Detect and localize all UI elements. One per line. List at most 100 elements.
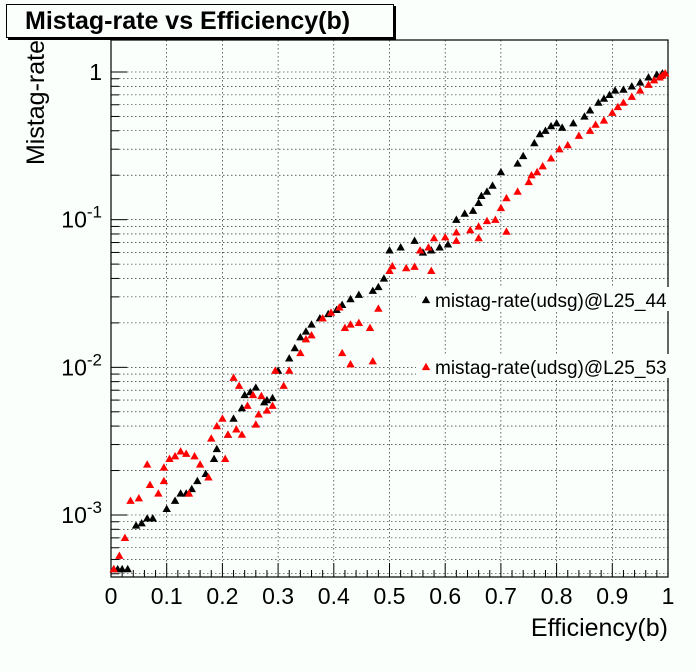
data-point-series-2	[326, 308, 336, 316]
data-point-series-1	[474, 198, 483, 206]
data-point-series-2	[388, 261, 397, 270]
y-tick-label: 10-2	[61, 350, 102, 380]
data-point-series-2	[374, 304, 383, 312]
data-point-series-1	[605, 90, 614, 99]
legend-bg	[416, 287, 696, 311]
data-point-series-1	[212, 444, 222, 453]
data-point-series-1	[585, 106, 595, 114]
data-point-series-1	[209, 454, 219, 463]
data-point-series-2	[229, 373, 238, 381]
data-point-series-2	[337, 348, 347, 357]
data-point-series-2	[134, 493, 144, 502]
data-point-series-2	[154, 489, 163, 497]
data-point-series-2	[318, 314, 327, 322]
data-point-series-2	[608, 108, 617, 116]
y-tick-label: 1	[89, 59, 102, 85]
data-point-series-1	[435, 243, 444, 251]
data-point-series-2	[452, 228, 461, 236]
data-point-series-2	[181, 449, 191, 457]
data-point-series-1	[170, 496, 180, 504]
data-point-series-1	[162, 504, 171, 513]
x-tick-labels: 0 0.1 0.2 0.3 0.4 0.5 0.6 0.7 0.8 0.9 1	[105, 583, 675, 609]
data-point-series-2	[262, 406, 272, 414]
data-point-series-2	[429, 233, 439, 242]
data-point-series-2	[513, 187, 522, 195]
data-point-series-2	[496, 203, 506, 212]
data-point-series-1	[552, 119, 561, 127]
data-point-series-1	[285, 354, 294, 362]
data-point-series-2	[165, 454, 174, 463]
data-point-series-2	[524, 177, 533, 186]
data-point-series-1	[452, 215, 461, 223]
data-point-series-2	[591, 120, 600, 128]
data-point-series-2	[585, 126, 595, 134]
data-point-series-2	[402, 263, 411, 272]
data-point-series-1	[460, 209, 469, 217]
data-point-series-2	[143, 460, 152, 468]
data-point-series-2	[502, 193, 511, 202]
x-tick-label: 0.3	[262, 583, 294, 609]
data-point-series-2	[109, 564, 118, 573]
x-tick-label: 0.4	[318, 583, 350, 609]
data-point-series-2	[385, 266, 394, 275]
data-point-series-2	[599, 116, 609, 124]
data-point-series-2	[410, 262, 419, 270]
data-point-series-1	[644, 73, 653, 81]
data-point-series-2	[279, 381, 288, 389]
data-point-series-1	[290, 343, 300, 352]
x-tick-label: 0.1	[151, 583, 183, 609]
data-point-series-2	[218, 414, 227, 422]
data-point-series-2	[563, 140, 572, 149]
data-point-series-2	[190, 452, 199, 460]
legend-label: mistag-rate(udsg)@L25_53	[435, 358, 667, 379]
data-point-series-1	[187, 484, 196, 493]
data-point-series-1	[307, 320, 316, 328]
data-point-series-2	[251, 420, 261, 428]
x-axis-label: Efficiency(b)	[531, 614, 668, 642]
data-point-series-2	[502, 227, 511, 235]
data-point-series-2	[301, 335, 311, 343]
x-tick-label: 0	[105, 583, 118, 609]
data-point-series-2	[649, 75, 659, 84]
legend-marker	[421, 295, 431, 304]
data-point-series-2	[546, 154, 556, 162]
data-point-series-2	[145, 480, 155, 489]
data-point-series-2	[296, 348, 305, 357]
data-point-series-2	[184, 489, 194, 497]
data-point-series-2	[365, 323, 375, 332]
legend-label: mistag-rate(udsg)@L25_44	[435, 291, 667, 312]
chart-title: Mistag-rate vs Efficiency(b)	[6, 4, 394, 38]
data-point-series-1	[176, 489, 185, 497]
data-point-series-2	[115, 551, 124, 559]
data-point-series-2	[170, 452, 180, 460]
data-point-series-2	[613, 102, 623, 111]
data-point-series-2	[441, 233, 450, 241]
data-point-series-1	[354, 290, 364, 298]
y-tick-label: 10-1	[61, 203, 102, 233]
data-point-series-1	[599, 94, 609, 102]
data-point-series-2	[644, 80, 653, 88]
data-point-series-1	[518, 151, 528, 160]
data-point-series-2	[574, 131, 584, 139]
data-point-series-2	[248, 390, 258, 399]
legend-bg	[416, 354, 696, 378]
data-point-series-2	[627, 92, 636, 100]
data-point-series-1	[443, 240, 453, 248]
data-point-series-1	[237, 403, 247, 412]
data-point-series-1	[468, 206, 478, 214]
data-point-series-1	[240, 390, 249, 399]
data-point-series-1	[346, 294, 355, 303]
legend-marker	[421, 362, 431, 371]
data-point-series-1	[477, 191, 486, 199]
data-point-series-1	[541, 126, 550, 134]
data-point-series-1	[229, 414, 238, 422]
data-point-series-1	[123, 564, 132, 573]
x-tick-label: 1	[662, 583, 675, 609]
data-point-series-2	[271, 366, 280, 374]
data-point-series-2	[234, 381, 244, 389]
data-point-series-1	[513, 159, 522, 167]
data-point-series-2	[661, 69, 670, 77]
data-point-series-2	[491, 215, 500, 223]
data-point-series-2	[555, 145, 564, 153]
x-tick-label: 0.2	[206, 583, 238, 609]
